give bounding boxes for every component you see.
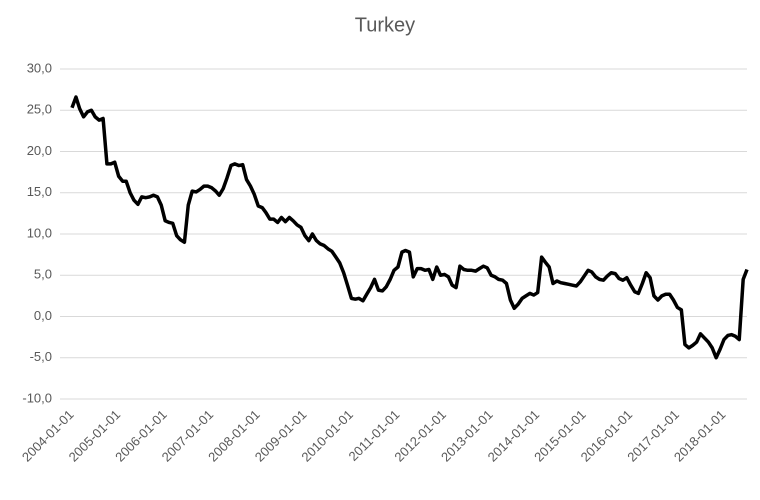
y-tick-label: 5,0 — [34, 267, 52, 282]
y-tick-label: 20,0 — [27, 143, 52, 158]
y-tick-label: 30,0 — [27, 60, 52, 75]
y-tick-label: 0,0 — [34, 308, 52, 323]
y-tick-label: 15,0 — [27, 184, 52, 199]
y-tick-label: 10,0 — [27, 225, 52, 240]
y-tick-label: -5,0 — [30, 349, 52, 364]
data-line — [70, 95, 749, 360]
chart-title: Turkey — [355, 14, 415, 36]
y-tick-label: -10,0 — [22, 390, 52, 405]
y-tick-label: 25,0 — [27, 102, 52, 117]
